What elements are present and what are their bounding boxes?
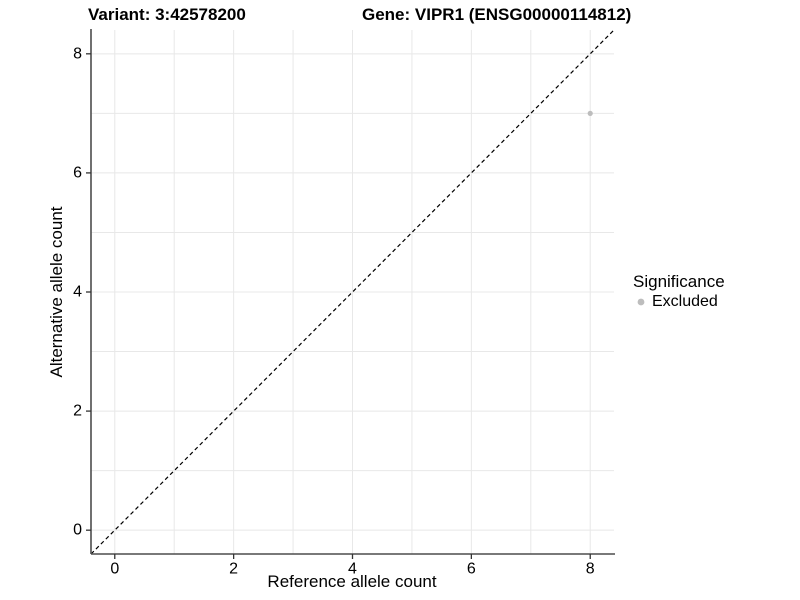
- variant-title: Variant: 3:42578200: [88, 5, 246, 24]
- y-tick-label: 4: [73, 284, 82, 301]
- legend-item-label: Excluded: [652, 293, 718, 310]
- legend: Significance Excluded: [633, 272, 725, 311]
- y-tick-label: 8: [73, 45, 82, 62]
- x-tick-label: 4: [348, 560, 357, 577]
- legend-key-icon: [637, 298, 645, 306]
- data-point: [587, 110, 593, 116]
- legend-point-icon: [637, 298, 645, 306]
- legend-title: Significance: [633, 272, 725, 291]
- x-tick-label: 0: [110, 560, 119, 577]
- identity-reference-line: [90, 29, 615, 555]
- x-tick-label: 6: [467, 560, 476, 577]
- y-tick-label: 2: [73, 403, 82, 420]
- y-tick-label: 0: [73, 522, 82, 539]
- legend-item-excluded: Excluded: [634, 293, 725, 311]
- x-tick-label: 2: [229, 560, 238, 577]
- y-axis-label: Alternative allele count: [47, 206, 66, 378]
- gene-title: Gene: VIPR1 (ENSG00000114812): [362, 5, 632, 24]
- x-tick-label: 8: [586, 560, 595, 577]
- y-tick-label: 6: [73, 164, 82, 181]
- x-axis-label: Reference allele count: [267, 572, 437, 591]
